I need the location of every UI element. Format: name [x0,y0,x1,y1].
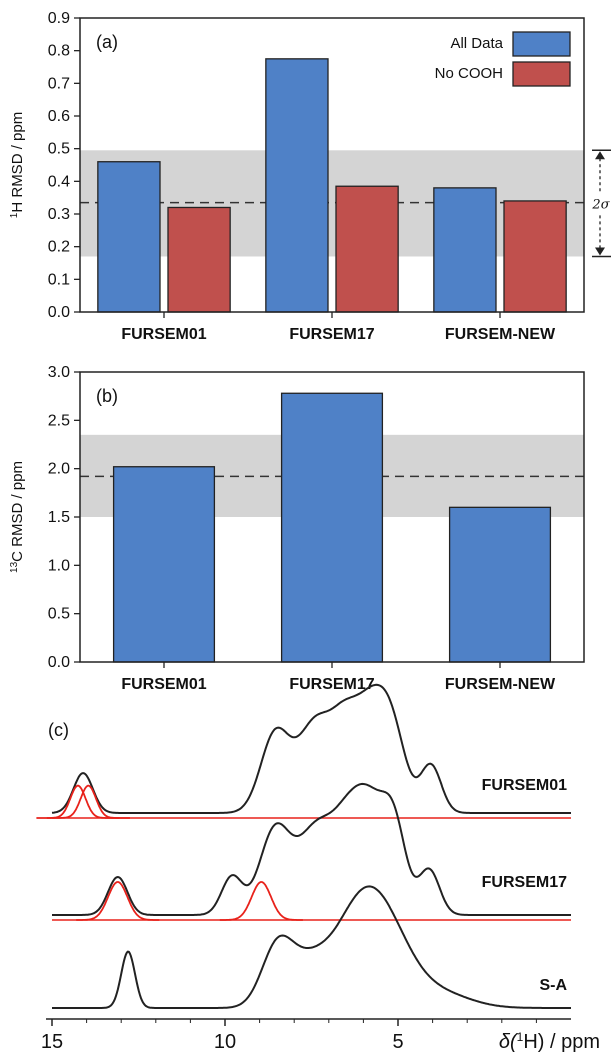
y-tick-label: 0.3 [48,206,70,223]
panel-label: (a) [96,32,118,52]
y-tick-label: 1.0 [48,557,70,574]
legend-swatch-0 [512,31,571,57]
y-tick-label: 0.8 [48,43,70,60]
bar-fursem17-series-0 [280,392,384,663]
y-tick-label: 2.5 [48,412,70,429]
fitted-component-0 [36,784,120,819]
spectrum-label: FURSEM01 [482,777,567,794]
y-tick-label: 0.0 [48,304,70,321]
x-category-label: FURSEM17 [289,676,374,693]
y-tick-label: 0.5 [48,141,70,158]
x-axis-label-suffix: H) / ppm [523,1031,600,1053]
x-category-label: FURSEM17 [289,326,374,343]
x-axis-label-superscript: 1 [517,1030,524,1044]
sigma-arrow-down-head [595,247,605,256]
y-tick-label: 0.5 [48,606,70,623]
fitted-component-0 [76,881,160,921]
bar-fursem01-series-0 [97,161,161,313]
panel-label: (c) [48,720,69,740]
sigma-band [80,150,584,257]
bar-fursem17-series-1 [335,185,399,313]
y-tick-label: 0.4 [48,173,70,190]
sigma-arrow-up-head [595,151,605,160]
x-tick-label: 5 [392,1031,403,1053]
spectrum-label: S-A [539,977,567,994]
y-tick-label: 2.0 [48,461,70,478]
x-tick-label: 10 [214,1031,236,1053]
bar-fursem-new-series-0 [433,187,497,313]
panel-c-nmr-spectra: (c) FURSEM01 FURSEM17 S-A 15 10 5 δ(1H) / ppm [36,683,600,1053]
y-axis-label-text: H RMSD / ppm [9,112,26,213]
y-tick-label: 0.2 [48,239,70,256]
legend-label-1: No COOH [435,65,503,82]
y-axis-label: 1H RMSD / ppm [9,112,27,218]
y-tick-label: 3.0 [48,364,70,381]
y-axis-label-superscript: 13 [9,561,20,573]
y-axis-label: 13C RMSD / ppm [9,461,27,573]
bar-fursem01-series-0 [112,466,216,663]
y-tick-label: 0.9 [48,10,70,27]
y-axis-label-text: C RMSD / ppm [9,461,26,562]
x-category-label: FURSEM-NEW [445,326,556,343]
spectrum-label: FURSEM17 [482,874,567,891]
spectrum-fursem17 [52,782,571,916]
y-tick-label: 0.1 [48,271,70,288]
bar-fursem-new-series-1 [503,200,567,313]
spectrum-fursem01 [51,683,571,814]
bar-fursem-new-series-0 [448,506,552,663]
x-category-label: FURSEM-NEW [445,676,556,693]
x-tick-label: 15 [41,1031,63,1053]
x-category-label: FURSEM01 [121,326,206,343]
x-axis-label: δ(1H) / ppm [499,1030,600,1053]
fitted-component-1 [46,784,130,819]
fitted-component-1 [219,881,303,921]
y-tick-label: 0.7 [48,75,70,92]
panel-b-bar-chart: 0.0 0.5 1.0 1.5 2.0 2.5 3.0 FURSEM01 FURSEM17 FUR… [9,364,585,693]
x-axis-label-prefix: δ( [499,1031,519,1053]
panel-a-bar-chart: 0.0 0.1 0.2 0.3 0.4 0.5 0.6 0.7 0.8 0.9 FURSEM01 FU… [9,10,611,343]
legend-label-0: All Data [450,35,503,52]
legend-swatch-1 [512,61,571,87]
y-axis-label-superscript: 1 [9,212,20,218]
bar-fursem17-series-0 [265,58,329,313]
panel-label: (b) [96,386,118,406]
y-tick-label: 1.5 [48,509,70,526]
spectrum-s-a [52,885,571,1009]
sigma-label: 2σ [591,197,610,212]
x-category-label: FURSEM01 [121,676,206,693]
bar-fursem01-series-1 [167,206,231,313]
y-tick-label: 0.6 [48,108,70,125]
y-tick-label: 0.0 [48,654,70,671]
